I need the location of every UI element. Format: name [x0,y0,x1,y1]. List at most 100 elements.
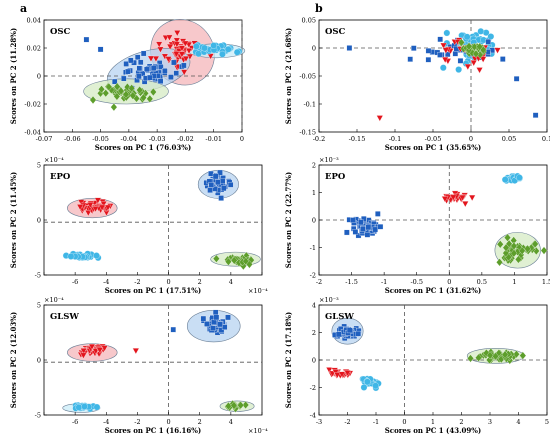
data-point-green [475,353,482,362]
data-point-red [92,206,100,213]
x-tick-label: -2 [134,418,140,426]
data-point-cyan [192,42,200,50]
data-point-blue [346,45,353,51]
data-point-red [178,45,186,52]
data-point-blue [485,38,491,45]
x-tick-label: -0.03 [149,135,166,143]
x-tick-label: -6 [72,418,78,426]
data-point-green [105,82,113,91]
y-tick-label: 0.02 [27,45,41,53]
y-tick-label: 0 [37,357,41,365]
data-point-green [458,38,465,47]
data-point-red [173,41,181,48]
data-point-red [181,40,189,48]
data-point-red [165,34,173,41]
data-point-blue [335,331,342,338]
data-point-blue [221,324,228,330]
data-point-red [441,196,449,203]
data-point-blue [513,76,520,82]
y-tick-label: 2 [312,329,316,337]
data-point-green [471,42,478,51]
data-point-cyan [233,48,241,56]
data-point-blue [437,36,443,43]
x-axis-label: Scores on PC 1 (16.16%) [105,426,201,435]
data-point-green [519,351,527,360]
x-tick-label: 2 [198,278,202,286]
data-point-blue [200,315,207,322]
data-point-blue [360,226,366,232]
data-point-red [178,51,186,58]
x-tick-label: 4 [229,418,233,426]
data-point-red [96,347,104,354]
data-point-green [467,354,474,363]
data-point-green [110,103,118,112]
data-point-cyan [210,42,218,49]
y-tick-label: 0 [312,357,316,365]
y-tick-label: -0.15 [299,129,316,137]
data-point-blue [136,65,143,72]
data-point-blue [208,170,214,177]
x-tick-label: 2 [459,418,463,426]
data-point-red [132,348,140,355]
y-tick-label: -1 [310,244,316,252]
data-point-green [98,85,105,94]
x-tick-label: -1 [381,278,387,286]
data-point-green [242,400,250,410]
x-tick-label: -2 [134,278,140,286]
data-point-blue [372,226,378,233]
data-point-red [449,194,457,201]
data-point-green [486,351,494,360]
y-exponent: ×10⁻³ [319,156,339,164]
data-point-cyan [93,252,100,259]
x-exponent: ×10⁻⁴ [248,427,268,435]
x-tick-label: 2 [198,418,202,426]
data-point-red [338,371,346,378]
data-point-blue [208,182,215,188]
x-tick-label: 4 [516,418,520,426]
data-point-green [149,87,157,97]
data-point-cyan [487,33,495,40]
x-axis-label: Scores on PC 1 (35.65%) [385,143,481,152]
data-point-blue [346,327,353,334]
data-point-red [173,30,181,37]
data-point-green [515,255,522,264]
data-point-blue [134,54,141,61]
data-point-red [185,48,193,55]
x-tick-label: 0 [167,418,171,426]
y-exponent: ×10⁻⁴ [44,296,64,304]
data-point-blue [452,50,459,57]
x-tick-label: 0.5 [477,278,487,286]
data-point-red [156,46,164,53]
data-point-green [237,401,245,410]
data-point-cyan [93,403,101,411]
data-point-blue [210,325,216,331]
data-point-blue [97,46,104,53]
data-point-green [496,258,503,267]
data-point-red [441,56,449,64]
data-point-green [472,49,480,58]
y-tick-label: 4 [312,302,316,310]
data-point-blue [181,62,187,69]
data-point-red [440,42,447,50]
y-axis-label: Scores on PC 2 (17.18%) [284,312,293,408]
y-tick-label: -0.05 [299,73,316,81]
data-point-green [518,246,526,255]
data-point-red [476,67,484,74]
data-point-green [246,260,253,269]
x-tick-label: -0.05 [425,135,442,143]
data-point-red [344,370,351,377]
x-tick-label: 0.05 [502,135,516,143]
data-point-green [513,350,520,359]
method-label: EPO [325,172,346,182]
data-point-blue [221,185,227,192]
x-tick-label: 0 [469,135,473,143]
x-tick-label: 0 [447,278,451,286]
data-point-red [101,345,108,352]
data-point-blue [375,211,381,217]
data-point-blue [355,330,362,337]
data-point-cyan [477,27,485,35]
data-point-blue [204,321,210,327]
data-point-red [458,194,466,202]
x-tick-label: -0.06 [64,135,81,143]
data-point-green [113,82,121,91]
